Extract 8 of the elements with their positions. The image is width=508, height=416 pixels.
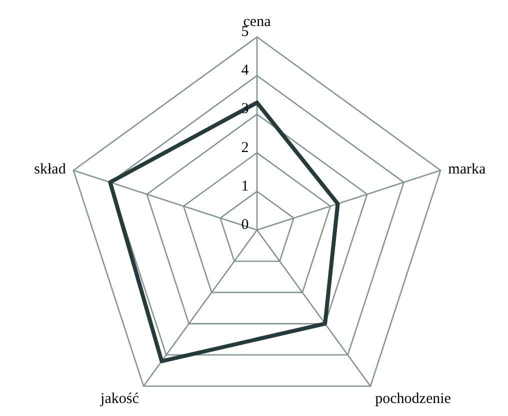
y-tick-label: 1 <box>241 178 249 194</box>
y-tick-label: 2 <box>241 140 249 156</box>
y-tick-label: 4 <box>241 62 250 79</box>
spoke-label: pochodzenie <box>375 390 452 407</box>
y-tick-label: 0 <box>241 217 249 233</box>
spoke-label: jakość <box>100 390 140 407</box>
spoke-label: skład <box>34 162 66 178</box>
spoke-label: marka <box>448 162 486 178</box>
